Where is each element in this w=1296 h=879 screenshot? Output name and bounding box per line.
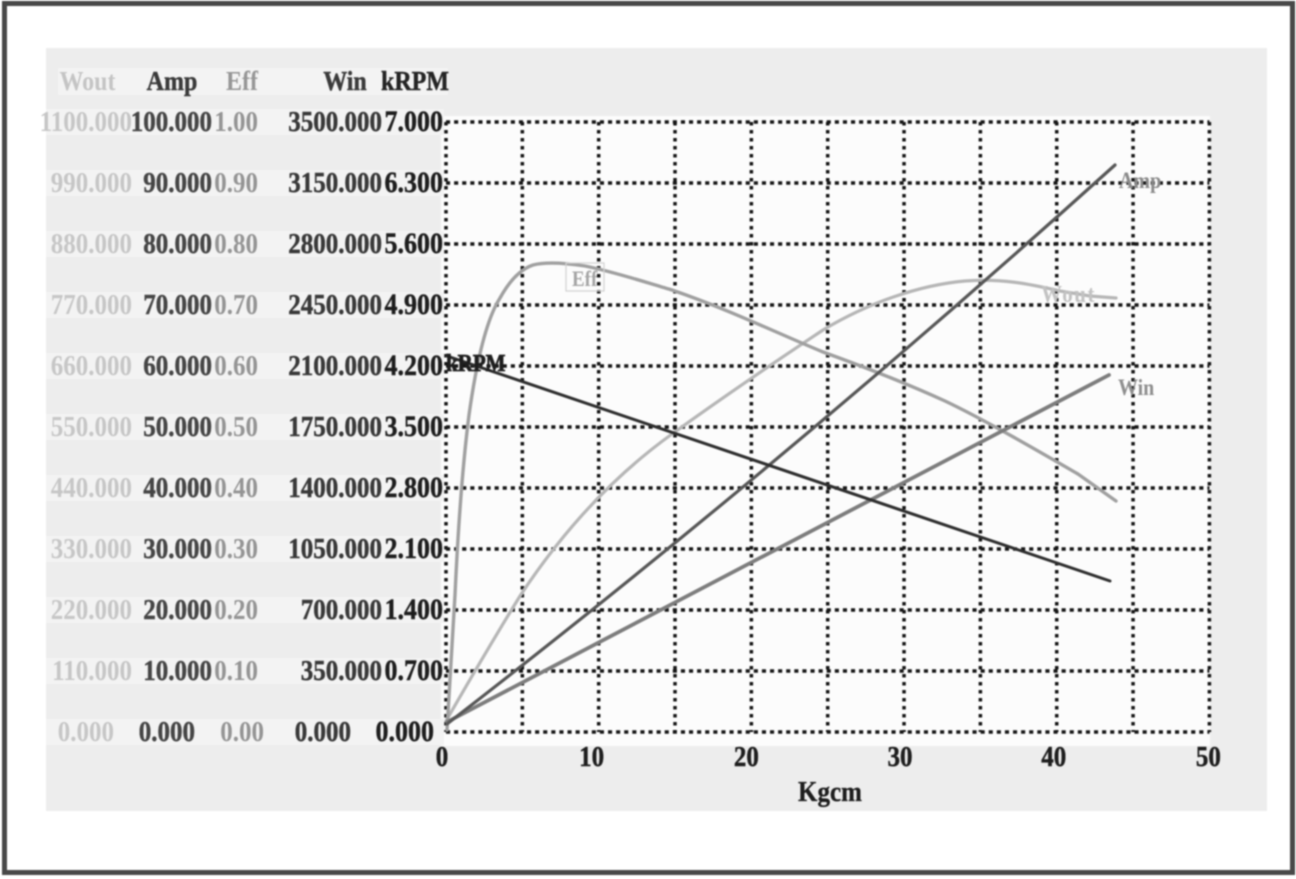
- svg-text:1.400: 1.400: [385, 593, 443, 626]
- svg-text:30.000: 30.000: [143, 532, 212, 564]
- svg-text:0.90: 0.90: [214, 166, 258, 198]
- svg-text:20.000: 20.000: [143, 593, 212, 625]
- svg-text:6.300: 6.300: [385, 166, 443, 199]
- svg-text:0.000: 0.000: [295, 715, 351, 747]
- svg-text:0.000: 0.000: [58, 715, 114, 747]
- svg-text:3150.000: 3150.000: [288, 166, 382, 198]
- svg-text:0.80: 0.80: [214, 227, 258, 259]
- svg-text:3.500: 3.500: [385, 410, 443, 443]
- svg-text:20: 20: [734, 740, 759, 772]
- svg-text:90.000: 90.000: [143, 166, 212, 198]
- svg-text:10.000: 10.000: [143, 654, 212, 686]
- svg-text:1400.000: 1400.000: [288, 471, 382, 503]
- svg-text:70.000: 70.000: [143, 288, 212, 320]
- svg-text:5.600: 5.600: [385, 227, 443, 260]
- svg-text:660.000: 660.000: [51, 349, 132, 381]
- svg-text:60.000: 60.000: [143, 349, 212, 381]
- svg-text:2100.000: 2100.000: [288, 349, 382, 381]
- svg-text:0: 0: [436, 740, 448, 772]
- svg-text:Amp: Amp: [147, 65, 198, 96]
- svg-text:1.00: 1.00: [214, 105, 258, 137]
- svg-text:1750.000: 1750.000: [288, 410, 382, 442]
- svg-text:2800.000: 2800.000: [288, 227, 382, 259]
- svg-text:440.000: 440.000: [51, 471, 132, 503]
- svg-text:4.900: 4.900: [385, 288, 443, 321]
- svg-text:350.000: 350.000: [301, 654, 382, 686]
- svg-text:40.000: 40.000: [143, 471, 212, 503]
- svg-text:0.50: 0.50: [214, 410, 258, 442]
- svg-text:80.000: 80.000: [143, 227, 212, 259]
- svg-text:550.000: 550.000: [51, 410, 132, 442]
- svg-text:4.200: 4.200: [385, 349, 443, 382]
- svg-text:Wout: Wout: [1041, 281, 1096, 308]
- svg-text:0.000: 0.000: [139, 715, 195, 747]
- svg-text:0.000: 0.000: [376, 715, 434, 748]
- svg-text:0.700: 0.700: [385, 654, 443, 687]
- svg-text:2.100: 2.100: [385, 532, 443, 565]
- svg-text:7.000: 7.000: [385, 105, 443, 138]
- svg-text:40: 40: [1041, 740, 1066, 772]
- svg-text:Eff: Eff: [572, 268, 598, 291]
- svg-text:0.30: 0.30: [214, 532, 258, 564]
- svg-text:0.10: 0.10: [214, 654, 258, 686]
- svg-text:Eff: Eff: [226, 65, 258, 96]
- svg-text:Wout: Wout: [59, 65, 115, 96]
- svg-text:3500.000: 3500.000: [288, 105, 382, 137]
- svg-text:1050.000: 1050.000: [288, 532, 382, 564]
- svg-text:1100.000: 1100.000: [40, 105, 132, 137]
- svg-text:0.60: 0.60: [214, 349, 258, 381]
- svg-text:330.000: 330.000: [51, 532, 132, 564]
- svg-text:Win: Win: [323, 65, 367, 96]
- svg-text:0.70: 0.70: [214, 288, 258, 320]
- svg-text:220.000: 220.000: [51, 593, 132, 625]
- svg-text:kRPM: kRPM: [381, 65, 449, 96]
- svg-text:100.000: 100.000: [131, 105, 212, 137]
- svg-text:50: 50: [1196, 740, 1221, 772]
- svg-text:10: 10: [579, 740, 604, 772]
- svg-text:50.000: 50.000: [143, 410, 212, 442]
- svg-text:Kgcm: Kgcm: [798, 775, 862, 807]
- svg-text:kRPM: kRPM: [446, 350, 505, 377]
- svg-text:990.000: 990.000: [51, 166, 132, 198]
- svg-text:770.000: 770.000: [51, 288, 132, 320]
- svg-text:30: 30: [888, 740, 913, 772]
- svg-text:700.000: 700.000: [301, 593, 382, 625]
- svg-text:880.000: 880.000: [51, 227, 132, 259]
- svg-text:Amp: Amp: [1119, 168, 1161, 194]
- svg-text:Win: Win: [1118, 375, 1154, 401]
- svg-text:0.40: 0.40: [214, 471, 258, 503]
- svg-text:0.20: 0.20: [214, 593, 258, 625]
- svg-text:110.000: 110.000: [52, 654, 132, 686]
- svg-text:2.800: 2.800: [385, 471, 443, 504]
- svg-text:2450.000: 2450.000: [288, 288, 382, 320]
- svg-text:0.00: 0.00: [220, 715, 264, 747]
